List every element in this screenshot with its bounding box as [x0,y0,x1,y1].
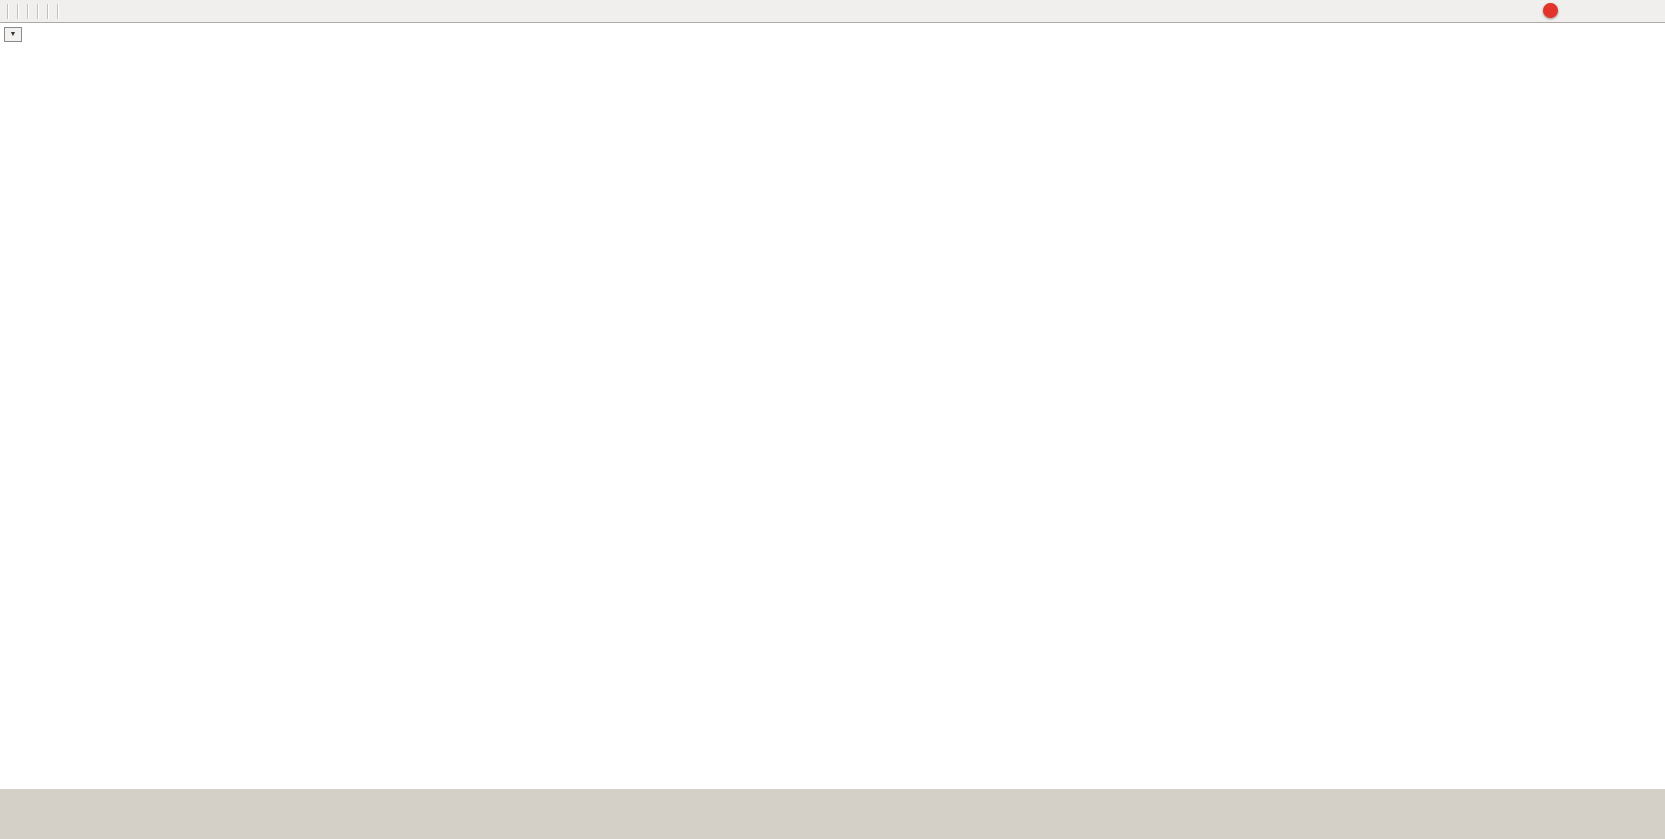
toolbar-separator [57,3,59,19]
notification-badge[interactable] [1543,3,1558,18]
chart-title: ▼ [4,27,32,42]
chart-canvas[interactable] [0,23,1665,789]
toolbar-separator [27,3,29,19]
toolbar-separator [37,3,39,19]
toolbar-separator [7,3,9,19]
triangle-down-icon: ▼ [9,31,17,38]
toolbar-separator [47,3,49,19]
chart-menu-button[interactable]: ▼ [4,27,22,42]
toolbar [0,0,1665,23]
toolbar-separator [17,3,19,19]
chart-panel: ▼ [0,23,1665,789]
